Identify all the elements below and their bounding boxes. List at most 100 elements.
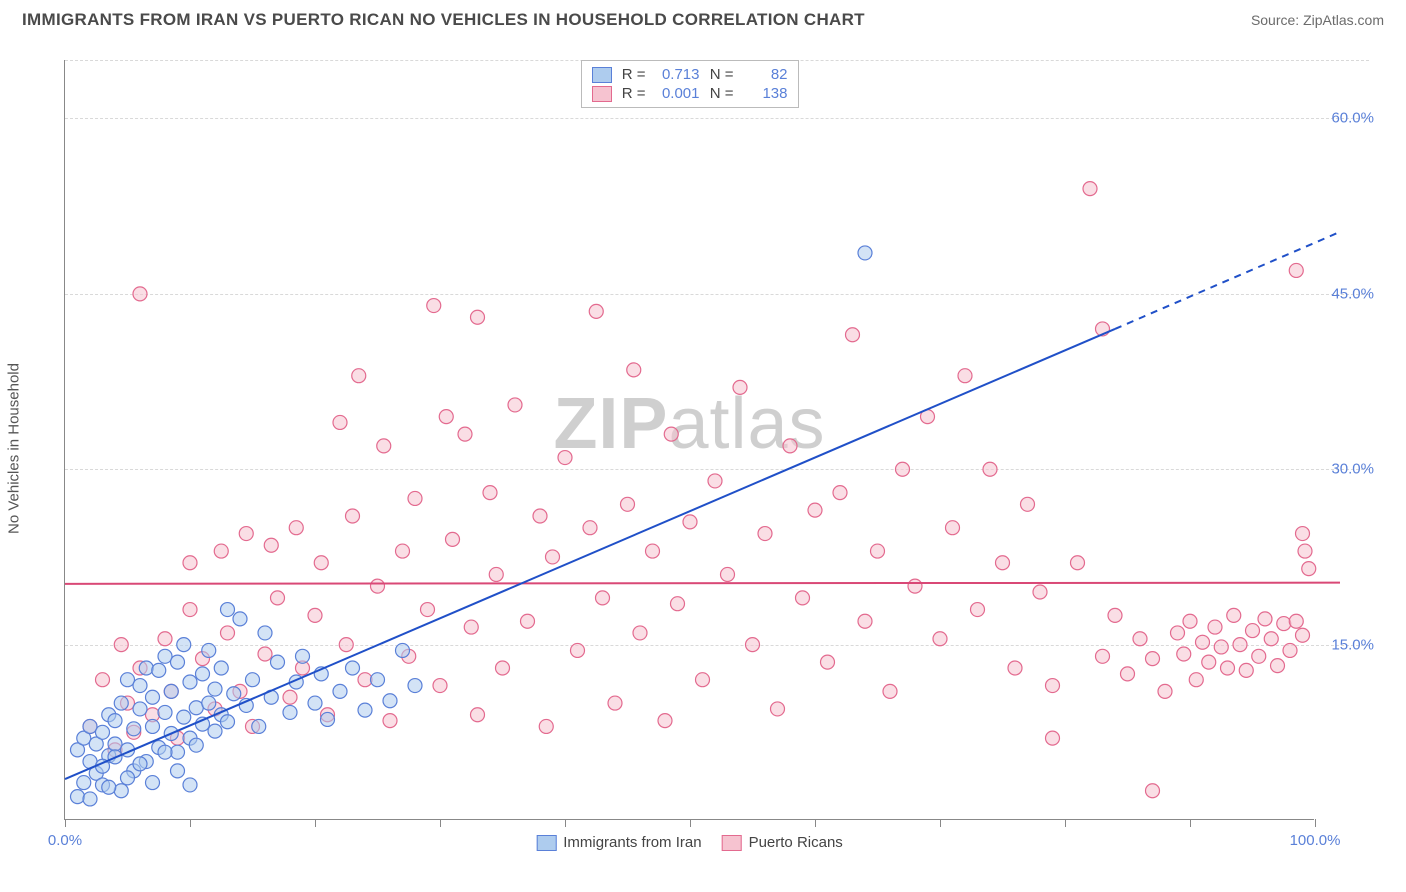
r-label: R = <box>618 66 646 83</box>
data-point <box>1021 497 1035 511</box>
x-tick <box>315 819 316 827</box>
data-point <box>427 299 441 313</box>
data-point <box>408 679 422 693</box>
data-point <box>1252 649 1266 663</box>
data-point <box>1277 617 1291 631</box>
data-point <box>1283 643 1297 657</box>
y-tick-label: 60.0% <box>1331 110 1374 127</box>
data-point <box>1246 624 1260 638</box>
data-point <box>146 690 160 704</box>
data-point <box>1096 649 1110 663</box>
data-point <box>133 679 147 693</box>
data-point <box>233 612 247 626</box>
data-point <box>589 304 603 318</box>
data-point <box>121 771 135 785</box>
data-point <box>83 719 97 733</box>
data-point <box>1133 632 1147 646</box>
data-point <box>583 521 597 535</box>
data-point <box>408 491 422 505</box>
data-point <box>708 474 722 488</box>
x-tick <box>815 819 816 827</box>
x-tick <box>565 819 566 827</box>
x-tick <box>190 819 191 827</box>
data-point <box>1158 684 1172 698</box>
data-point <box>1298 544 1312 558</box>
data-point <box>633 626 647 640</box>
data-point <box>396 544 410 558</box>
data-point <box>1083 182 1097 196</box>
data-point <box>1033 585 1047 599</box>
data-point <box>571 643 585 657</box>
data-point <box>1296 628 1310 642</box>
legend-label-iran: Immigrants from Iran <box>563 834 701 851</box>
data-point <box>252 719 266 733</box>
data-point <box>796 591 810 605</box>
data-point <box>383 694 397 708</box>
trend-line <box>65 583 1340 584</box>
data-point <box>883 684 897 698</box>
n-value-pr: 138 <box>740 85 788 102</box>
data-point <box>264 538 278 552</box>
data-point <box>821 655 835 669</box>
data-point <box>371 673 385 687</box>
y-tick-label: 45.0% <box>1331 285 1374 302</box>
data-point <box>227 687 241 701</box>
legend-label-pr: Puerto Ricans <box>749 834 843 851</box>
bottom-legend-item-pr: Puerto Ricans <box>722 834 843 851</box>
chart-container: No Vehicles in Household ZIPatlas R = 0.… <box>22 40 1384 840</box>
chart-title: IMMIGRANTS FROM IRAN VS PUERTO RICAN NO … <box>22 10 865 30</box>
data-point <box>183 675 197 689</box>
data-point <box>214 544 228 558</box>
data-point <box>171 764 185 778</box>
data-point <box>1146 784 1160 798</box>
data-point <box>546 550 560 564</box>
data-point <box>1258 612 1272 626</box>
data-point <box>783 439 797 453</box>
data-point <box>102 780 116 794</box>
data-point <box>958 369 972 383</box>
data-point <box>439 410 453 424</box>
data-point <box>221 603 235 617</box>
data-point <box>171 745 185 759</box>
data-point <box>183 603 197 617</box>
data-point <box>858 246 872 260</box>
data-point <box>896 462 910 476</box>
data-point <box>1271 659 1285 673</box>
data-point <box>308 696 322 710</box>
data-point <box>133 757 147 771</box>
n-value-iran: 82 <box>740 66 788 83</box>
data-point <box>464 620 478 634</box>
data-point <box>377 439 391 453</box>
n-label: N = <box>706 66 734 83</box>
data-point <box>339 638 353 652</box>
data-point <box>396 643 410 657</box>
data-point <box>521 614 535 628</box>
data-point <box>489 567 503 581</box>
plot-svg <box>65 60 1314 819</box>
data-point <box>1221 661 1235 675</box>
data-point <box>539 719 553 733</box>
data-point <box>83 792 97 806</box>
data-point <box>246 673 260 687</box>
data-point <box>496 661 510 675</box>
data-point <box>421 603 435 617</box>
data-point <box>96 725 110 739</box>
data-point <box>508 398 522 412</box>
y-axis-label: No Vehicles in Household <box>6 363 23 534</box>
data-point <box>1183 614 1197 628</box>
x-tick <box>940 819 941 827</box>
swatch-pr <box>592 86 612 102</box>
plot-area: ZIPatlas R = 0.713 N = 82 R = 0.001 N = … <box>64 60 1314 820</box>
data-point <box>696 673 710 687</box>
data-point <box>1289 263 1303 277</box>
data-point <box>189 738 203 752</box>
data-point <box>346 509 360 523</box>
data-point <box>158 649 172 663</box>
stats-legend-row-pr: R = 0.001 N = 138 <box>592 84 788 103</box>
x-tick <box>65 819 66 827</box>
data-point <box>1146 652 1160 666</box>
data-point <box>114 638 128 652</box>
data-point <box>183 556 197 570</box>
data-point <box>171 655 185 669</box>
data-point <box>1264 632 1278 646</box>
